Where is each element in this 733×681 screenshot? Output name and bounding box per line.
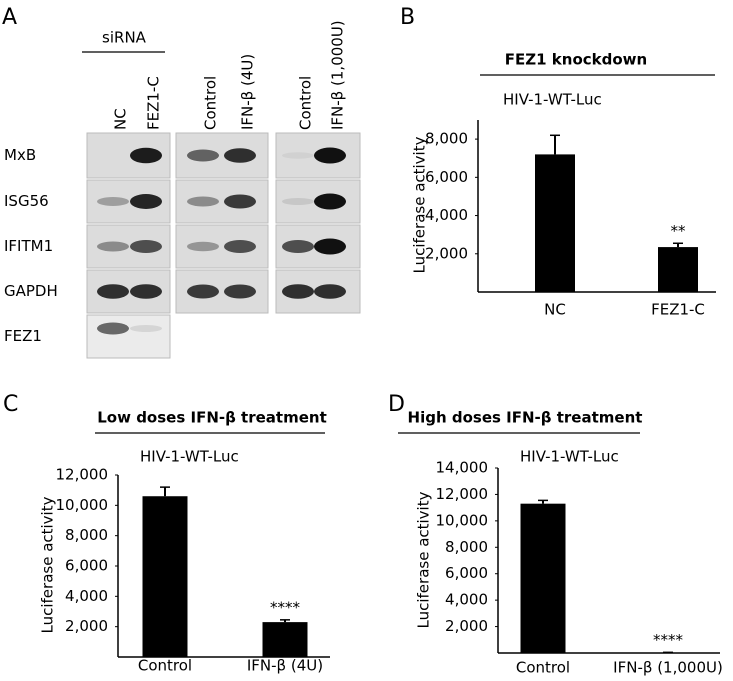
blot-band xyxy=(130,147,162,164)
y-tick-label: 4,000 xyxy=(445,591,488,609)
y-tick-label: 6,000 xyxy=(65,557,108,575)
chart-title: High doses IFN-β treatment xyxy=(408,409,643,427)
blot-band xyxy=(282,198,314,205)
y-tick-label: 8,000 xyxy=(425,130,468,148)
blot-band xyxy=(282,152,314,159)
y-tick-label: 2,000 xyxy=(65,617,108,635)
blot-band xyxy=(224,148,256,163)
panel-label: C xyxy=(3,392,18,417)
lane-label: Control xyxy=(297,76,315,130)
protein-label: FEZ1 xyxy=(4,327,42,345)
chart-title: Low doses IFN-β treatment xyxy=(97,409,327,427)
bar xyxy=(520,503,566,653)
protein-label: MxB xyxy=(4,146,36,164)
blot-band xyxy=(224,240,256,253)
protein-label: IFITM1 xyxy=(4,237,53,255)
chart-subtitle: HIV-1-WT-Luc xyxy=(503,91,602,109)
x-tick-label: NC xyxy=(544,301,566,319)
y-tick-label: 12,000 xyxy=(56,466,109,484)
blot-band xyxy=(224,284,256,299)
blot-band xyxy=(130,194,162,209)
y-tick-label: 12,000 xyxy=(436,485,489,503)
blot-band xyxy=(314,193,346,210)
y-tick-label: 14,000 xyxy=(436,459,489,477)
x-tick-label: Control xyxy=(138,657,192,675)
blot-band xyxy=(282,284,314,299)
bar xyxy=(535,154,575,292)
y-tick-label: 2,000 xyxy=(445,617,488,635)
lane-label: FEZ1-C xyxy=(145,76,163,130)
y-tick-label: 4,000 xyxy=(425,206,468,224)
blot-band xyxy=(282,240,314,253)
lane-label: IFN-β (1,000U) xyxy=(329,20,347,130)
bar xyxy=(262,622,308,657)
blot-band xyxy=(130,240,162,253)
blot-band xyxy=(187,149,219,162)
protein-label: ISG56 xyxy=(4,192,49,210)
x-tick-label: Control xyxy=(516,659,570,677)
blot-band xyxy=(97,197,129,206)
panel-label: A xyxy=(2,5,17,30)
y-tick-label: 4,000 xyxy=(65,587,108,605)
y-axis-label: Luciferase activity xyxy=(39,496,57,633)
y-tick-label: 10,000 xyxy=(56,496,109,514)
chart-subtitle: HIV-1-WT-Luc xyxy=(140,448,239,466)
bar xyxy=(142,496,188,657)
chart-title: FEZ1 knockdown xyxy=(505,51,647,69)
y-tick-label: 6,000 xyxy=(445,564,488,582)
group-label: siRNA xyxy=(102,29,147,47)
lane-label: NC xyxy=(112,108,130,130)
blot-band xyxy=(314,147,346,164)
x-tick-label: IFN-β (1,000U) xyxy=(613,659,723,677)
blot-band xyxy=(314,284,346,299)
blot-band xyxy=(97,284,129,299)
significance: **** xyxy=(270,598,301,616)
blot-band xyxy=(187,241,219,252)
significance: **** xyxy=(653,631,684,649)
panel-label: D xyxy=(388,392,405,417)
blot-strip xyxy=(86,314,171,359)
blot-band xyxy=(130,284,162,299)
blot-band xyxy=(130,325,162,332)
panel-label: B xyxy=(400,5,415,30)
y-tick-label: 8,000 xyxy=(445,538,488,556)
x-tick-label: IFN-β (4U) xyxy=(247,657,323,675)
y-axis-label: Luciferase activity xyxy=(411,136,429,273)
blot-band xyxy=(224,194,256,209)
bar xyxy=(658,247,698,292)
blot-band xyxy=(314,238,346,255)
blot-band xyxy=(187,284,219,299)
y-tick-label: 2,000 xyxy=(425,244,468,262)
chart-subtitle: HIV-1-WT-Luc xyxy=(520,448,619,466)
y-tick-label: 10,000 xyxy=(436,511,489,529)
y-axis-label: Luciferase activity xyxy=(415,491,433,628)
x-tick-label: FEZ1-C xyxy=(651,301,705,319)
lane-label: IFN-β (4U) xyxy=(239,54,257,130)
lane-label: Control xyxy=(202,76,220,130)
blot-band xyxy=(97,322,129,335)
y-tick-label: 8,000 xyxy=(65,526,108,544)
protein-label: GAPDH xyxy=(4,282,58,300)
blot-band xyxy=(97,241,129,252)
significance: ** xyxy=(671,222,687,240)
blot-band xyxy=(187,196,219,207)
y-tick-label: 6,000 xyxy=(425,168,468,186)
